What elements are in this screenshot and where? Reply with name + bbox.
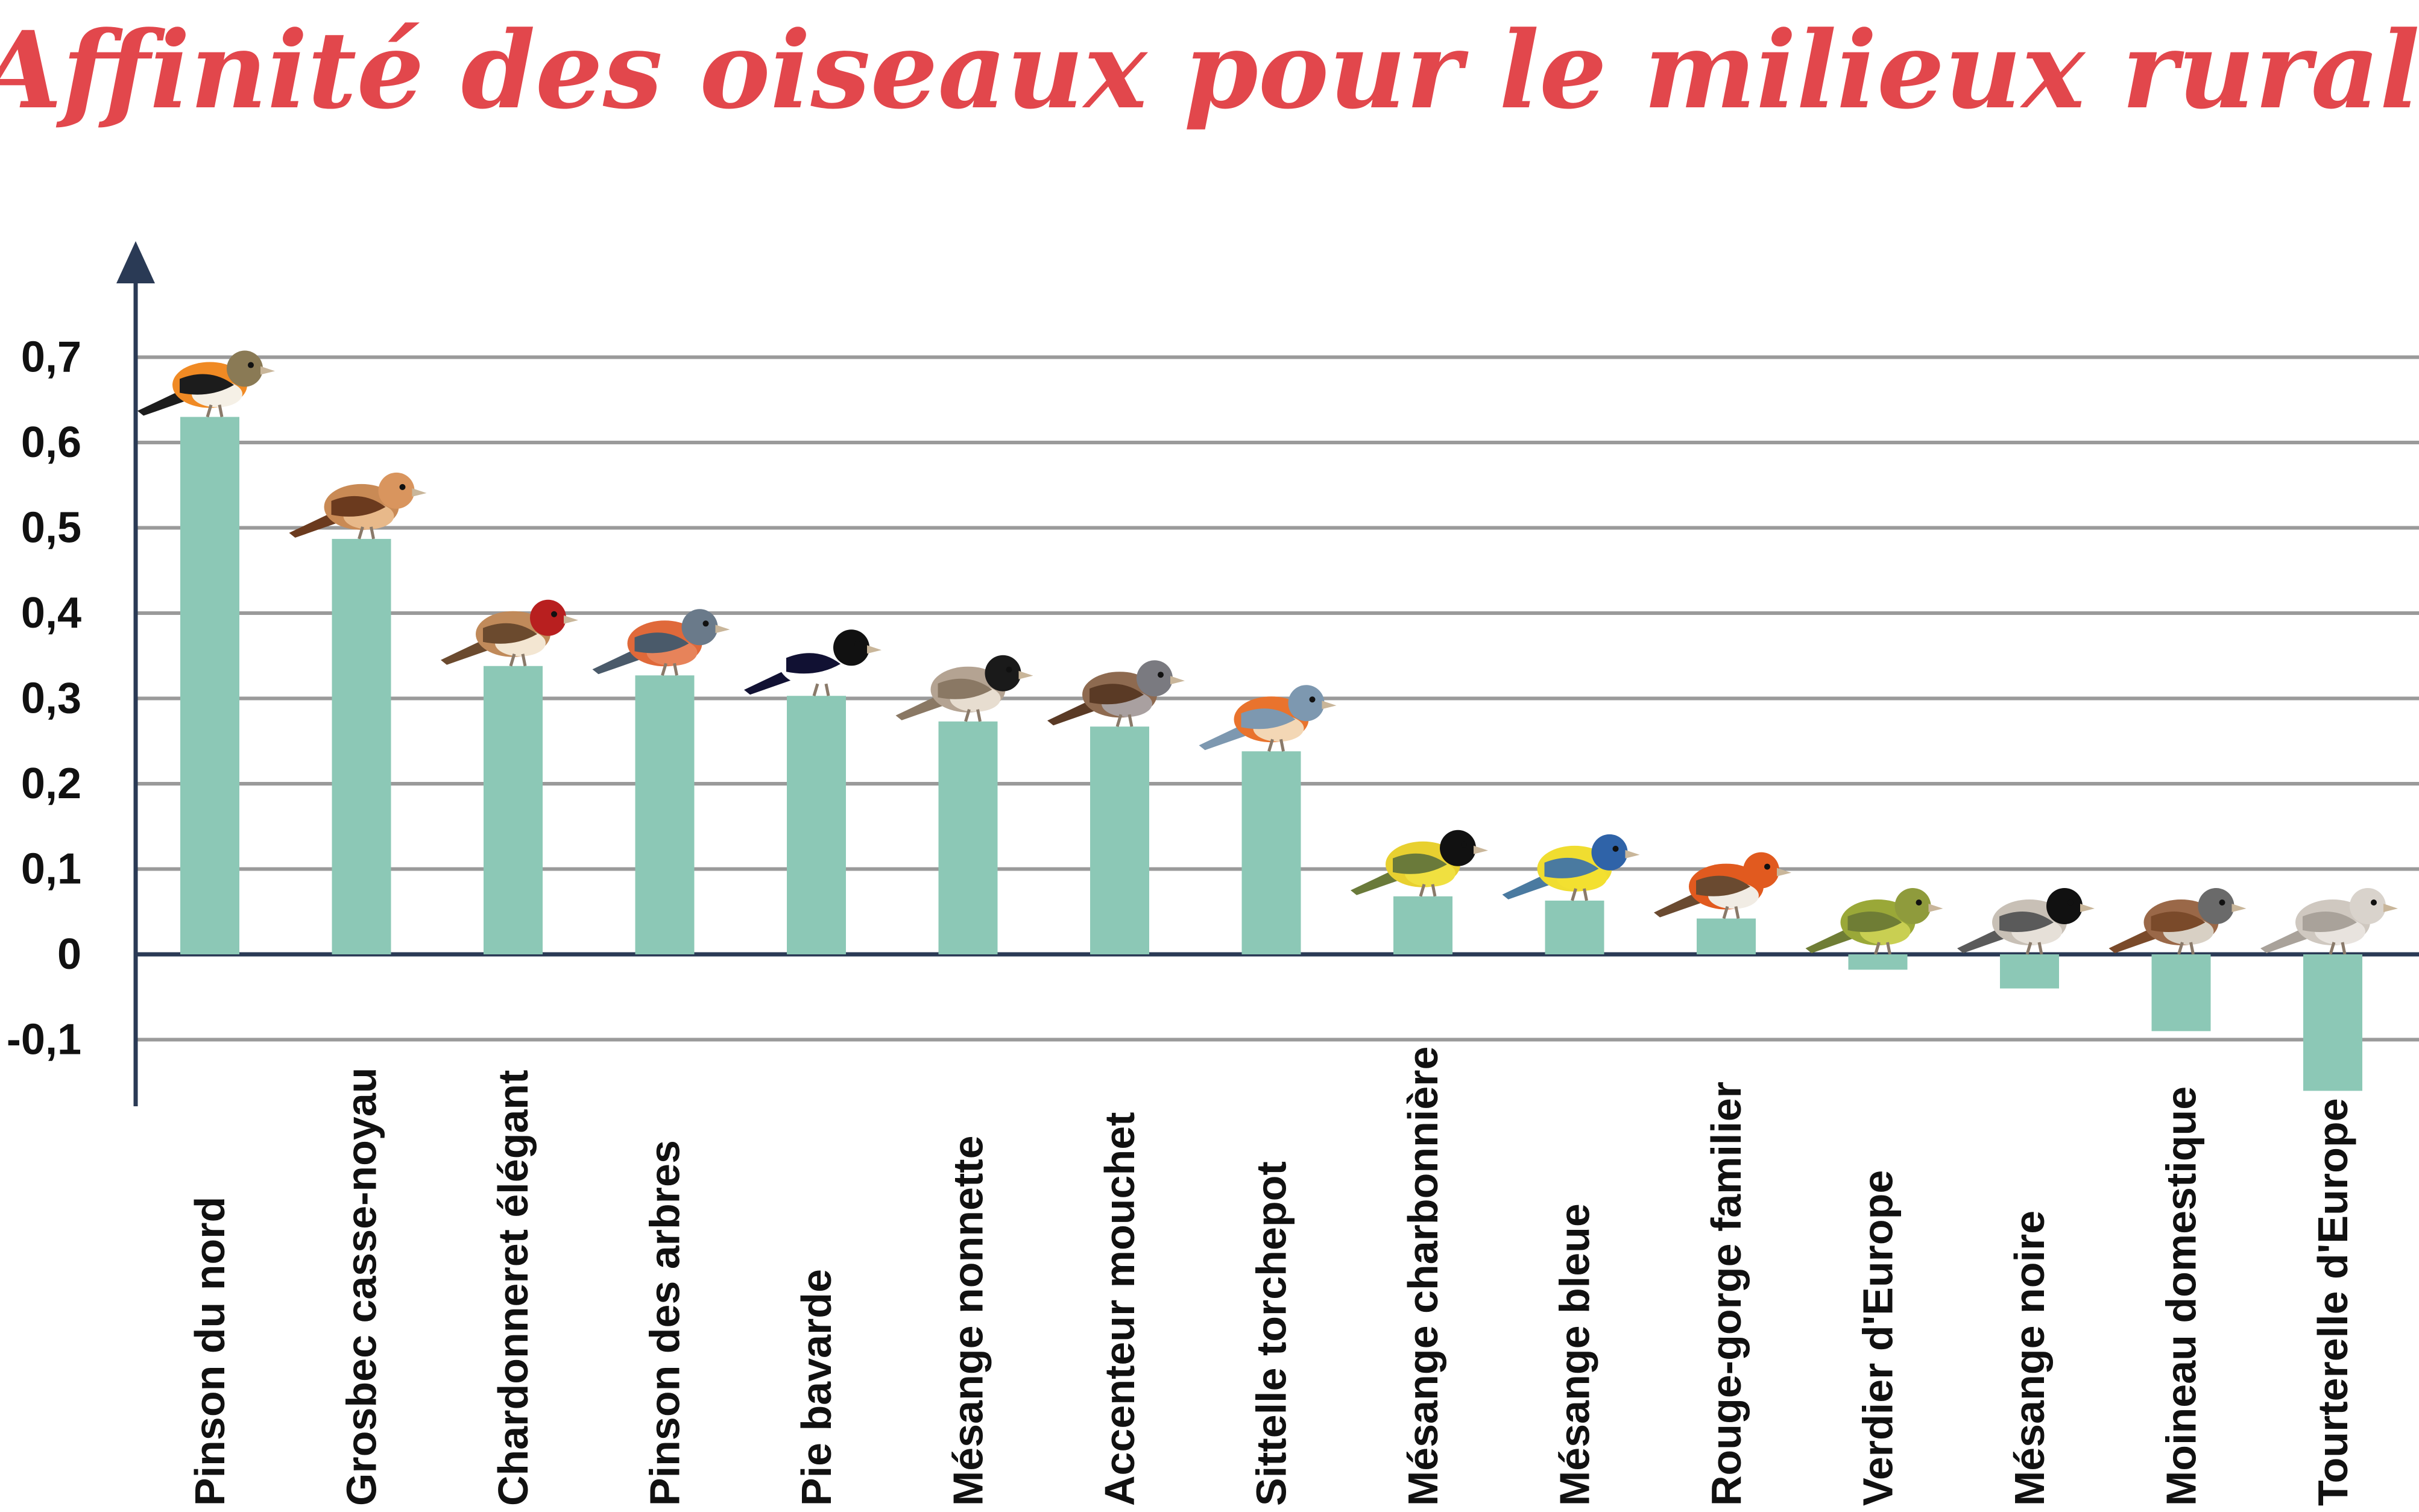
y-tick-label: 0,4 (21, 589, 81, 637)
great-tit-icon (1351, 830, 1488, 897)
x-tick-label: Sittelle torchepot (1248, 1161, 1295, 1506)
robin-icon (1654, 852, 1791, 919)
y-tick-label: 0,1 (21, 845, 81, 893)
bar (635, 675, 695, 954)
y-tick-label: 0,7 (21, 333, 81, 382)
bar (1545, 900, 1604, 954)
greenfinch-icon (1805, 888, 1943, 955)
y-axis-ticks: 0,7 0,6 0,5 0,4 0,3 0,2 0,1 0 -0,1 (7, 333, 81, 1064)
x-tick-label: Mésange bleue (1551, 1203, 1598, 1506)
bar (1090, 726, 1149, 954)
x-tick-label: Pinson des arbres (642, 1140, 689, 1506)
bar (180, 417, 239, 954)
y-tick-label: 0 (57, 930, 81, 978)
bar (1848, 954, 1908, 970)
x-tick-label: Mésange noire (2006, 1211, 2053, 1506)
dunnock-icon (1047, 660, 1185, 727)
x-tick-label: Pinson du nord (186, 1197, 233, 1506)
x-tick-label: Mésange charbonnière (1399, 1047, 1446, 1506)
x-tick-label: Grosbec casse-noyau (338, 1067, 385, 1506)
blue-tit-icon (1502, 834, 1640, 901)
y-axis (116, 241, 155, 1106)
magpie-icon (744, 629, 882, 696)
bar (1393, 896, 1452, 954)
nuthatch-icon (1199, 685, 1337, 752)
x-tick-label: Rouge-gorge familier (1703, 1082, 1750, 1506)
y-tick-label: 0,6 (21, 418, 81, 467)
x-axis-labels: Pinson du nord Grosbec casse-noyau Chardon… (186, 1047, 2356, 1506)
y-tick-label: -0,1 (7, 1016, 81, 1064)
x-tick-label: Pie bavarde (793, 1269, 840, 1506)
chart-title: Affinité des oiseaux pour le milieux rur… (0, 8, 2419, 133)
bar (1241, 751, 1301, 954)
marsh-tit-icon (895, 655, 1033, 722)
x-tick-label: Accenteur mouchet (1096, 1112, 1143, 1506)
chaffinch-icon (592, 609, 730, 676)
turtle-dove-icon (2260, 888, 2398, 955)
bar (1697, 918, 1756, 954)
bars (180, 417, 2362, 1091)
bar (2000, 954, 2059, 989)
y-tick-label: 0,5 (21, 504, 81, 552)
x-tick-label: Tourterelle d'Europe (2309, 1098, 2356, 1506)
goldfinch-icon (441, 599, 578, 667)
bar (938, 721, 998, 954)
x-tick-label: Chardonneret élégant (490, 1070, 537, 1506)
bar (2303, 954, 2362, 1091)
x-tick-label: Moineau domestique (2158, 1086, 2205, 1506)
y-tick-label: 0,3 (21, 675, 81, 723)
bar (787, 696, 846, 954)
bar (2151, 954, 2211, 1032)
brambling-icon (137, 350, 275, 418)
bar (484, 666, 543, 954)
y-axis-arrow-icon (116, 241, 155, 283)
house-sparrow-icon (2108, 888, 2247, 955)
y-tick-label: 0,2 (21, 760, 81, 808)
coal-tit-icon (1957, 888, 2095, 955)
hawfinch-icon (289, 472, 427, 540)
bar (332, 538, 391, 954)
x-tick-label: Verdier d'Europe (1855, 1170, 1902, 1506)
bird-illustrations (137, 350, 2398, 955)
x-tick-label: Mésange nonnette (945, 1135, 992, 1506)
